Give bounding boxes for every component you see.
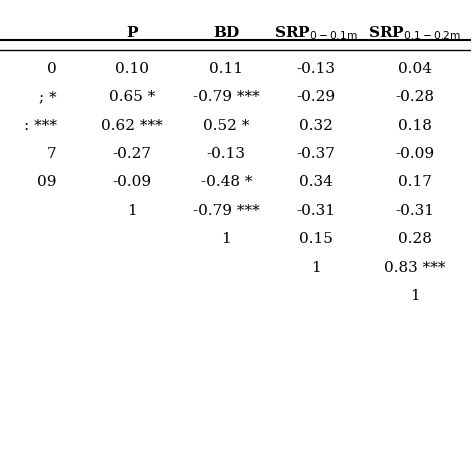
Text: 1: 1 — [221, 232, 231, 246]
Text: ; *: ; * — [39, 90, 56, 104]
Text: SRP$_{0-0.1\mathrm{m}}$: SRP$_{0-0.1\mathrm{m}}$ — [274, 24, 358, 42]
Text: P: P — [126, 26, 138, 40]
Text: 0.65 *: 0.65 * — [109, 90, 155, 104]
Text: 0.17: 0.17 — [398, 175, 432, 190]
Text: 0.28: 0.28 — [398, 232, 432, 246]
Text: -0.28: -0.28 — [395, 90, 434, 104]
Text: 0.18: 0.18 — [398, 118, 432, 133]
Text: 0.10: 0.10 — [115, 62, 149, 76]
Text: 0.34: 0.34 — [299, 175, 333, 190]
Text: 7: 7 — [47, 147, 56, 161]
Text: -0.79 ***: -0.79 *** — [193, 90, 260, 104]
Text: -0.31: -0.31 — [296, 204, 336, 218]
Text: -0.79 ***: -0.79 *** — [193, 204, 260, 218]
Text: -0.09: -0.09 — [395, 147, 435, 161]
Text: 0.11: 0.11 — [210, 62, 243, 76]
Text: -0.31: -0.31 — [395, 204, 434, 218]
Text: 09: 09 — [37, 175, 56, 190]
Text: -0.29: -0.29 — [296, 90, 336, 104]
Text: 0.62 ***: 0.62 *** — [101, 118, 163, 133]
Text: -0.09: -0.09 — [112, 175, 152, 190]
Text: 0.83 ***: 0.83 *** — [384, 261, 446, 275]
Text: 0.04: 0.04 — [398, 62, 432, 76]
Text: 1: 1 — [127, 204, 137, 218]
Text: 0: 0 — [47, 62, 56, 76]
Text: BD: BD — [213, 26, 239, 40]
Text: 0.32: 0.32 — [299, 118, 333, 133]
Text: -0.13: -0.13 — [207, 147, 246, 161]
Text: 0.52 *: 0.52 * — [203, 118, 249, 133]
Text: 1: 1 — [311, 261, 321, 275]
Text: : ***: : *** — [24, 118, 56, 133]
Text: -0.13: -0.13 — [296, 62, 336, 76]
Text: SRP$_{0.1-0.2\mathrm{m}}$: SRP$_{0.1-0.2\mathrm{m}}$ — [368, 24, 462, 42]
Text: 0.15: 0.15 — [299, 232, 333, 246]
Text: -0.48 *: -0.48 * — [201, 175, 252, 190]
Text: -0.27: -0.27 — [112, 147, 152, 161]
Text: -0.37: -0.37 — [296, 147, 335, 161]
Text: 1: 1 — [410, 289, 420, 303]
